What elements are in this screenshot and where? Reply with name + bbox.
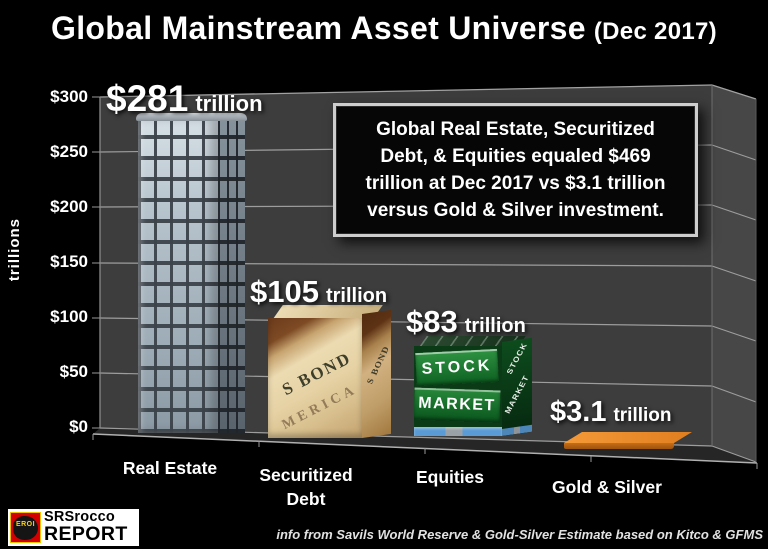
building-side-face (218, 118, 245, 433)
annotation-line: Debt, & Equities equaled $469 (380, 145, 651, 167)
page-title: Global Mainstream Asset Universe (Dec 201… (0, 10, 768, 47)
y-tick-300: $300 (50, 87, 88, 106)
value-label-gold-silver: $3.1 trillion (550, 396, 672, 429)
bar-securitized-debt: S BOND MERICA S BOND (268, 305, 392, 438)
annotation-line: versus Gold & Silver investment. (367, 200, 664, 222)
y-tick-200: $200 (50, 197, 88, 216)
value-amount: $83 (406, 304, 458, 339)
title-date: (Dec 2017) (593, 18, 717, 45)
gold-slab-front-face (564, 443, 674, 449)
value-unit: trillion (464, 315, 526, 337)
title-main: Global Mainstream Asset Universe (51, 10, 586, 46)
value-unit: trillion (325, 285, 388, 307)
annotation-line: trillion at Dec 2017 vs $3.1 trillion (365, 173, 666, 194)
y-tick-0: $0 (69, 417, 88, 436)
building-front-face (138, 118, 218, 433)
value-unit: trillion (195, 91, 263, 116)
srsrocco-report-logo: EROI SRSrocco REPORT (8, 509, 139, 546)
value-label-securitized-debt: $105 trillion (250, 274, 387, 310)
value-amount: $3.1 (550, 396, 607, 428)
y-tick-100: $100 (50, 307, 88, 326)
y-tick-150: $150 (50, 252, 88, 271)
stock-sign: STOCK (415, 348, 499, 387)
stock-cube-base (414, 427, 502, 436)
value-unit: trillion (613, 405, 672, 426)
bond-photo-text-side: S BOND (364, 344, 391, 386)
source-note: info from Savils World Reserve & Gold-Si… (276, 527, 763, 542)
value-amount: $105 (250, 274, 319, 309)
stock-cube-front-face: STOCK MARKET (414, 346, 502, 436)
logo-line-2: REPORT (44, 523, 128, 546)
logo-text: SRSrocco REPORT (44, 509, 128, 546)
bar-real-estate (136, 113, 247, 433)
category-label-equities: Equities (415, 467, 485, 487)
usa-map-silhouette-icon (13, 516, 38, 540)
eroi-badge-icon: EROI (10, 512, 41, 543)
y-tick-250: $250 (50, 142, 88, 161)
category-label-gold-silver: Gold & Silver (552, 477, 662, 497)
stock-cube-side-face: STOCK MARKET (502, 337, 532, 436)
value-label-real-estate: $281 trillion (106, 78, 263, 120)
category-label-securitized-debt: Securitized Debt (259, 465, 353, 509)
bond-cube-front-face: S BOND MERICA (268, 318, 362, 438)
eroi-badge-label: EROI (15, 521, 36, 528)
value-amount: $281 (106, 78, 189, 119)
logo-line-1: SRSrocco (44, 509, 115, 526)
category-label-real-estate: Real Estate (122, 458, 218, 478)
bar-equities: STOCK MARKET STOCK MARKET (414, 336, 532, 436)
bar-gold-silver (564, 432, 692, 450)
bond-cube-side-face: S BOND (362, 309, 391, 438)
annotation-line: Global Real Estate, Securitized (376, 118, 655, 140)
stock-cube-side-base (502, 424, 532, 436)
building-roof (136, 113, 247, 121)
value-label-equities: $83 trillion (406, 304, 526, 340)
market-sign: MARKET (414, 387, 501, 423)
gold-slab-top-face (564, 432, 692, 443)
annotation-box: Global Real Estate, Securitized Debt, & … (333, 103, 698, 237)
y-axis-title: trillions (6, 218, 23, 282)
y-tick-50: $50 (59, 362, 88, 381)
